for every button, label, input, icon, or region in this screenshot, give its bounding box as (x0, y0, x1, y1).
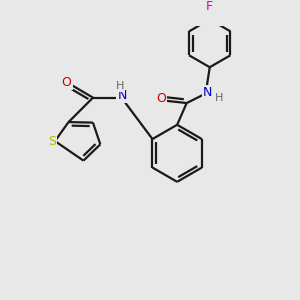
Text: S: S (48, 135, 56, 148)
Text: O: O (156, 92, 166, 106)
Text: N: N (117, 89, 127, 102)
Text: H: H (116, 81, 124, 91)
Text: H: H (215, 93, 224, 103)
Text: O: O (62, 76, 72, 89)
Text: F: F (206, 0, 213, 13)
Text: N: N (203, 86, 212, 99)
